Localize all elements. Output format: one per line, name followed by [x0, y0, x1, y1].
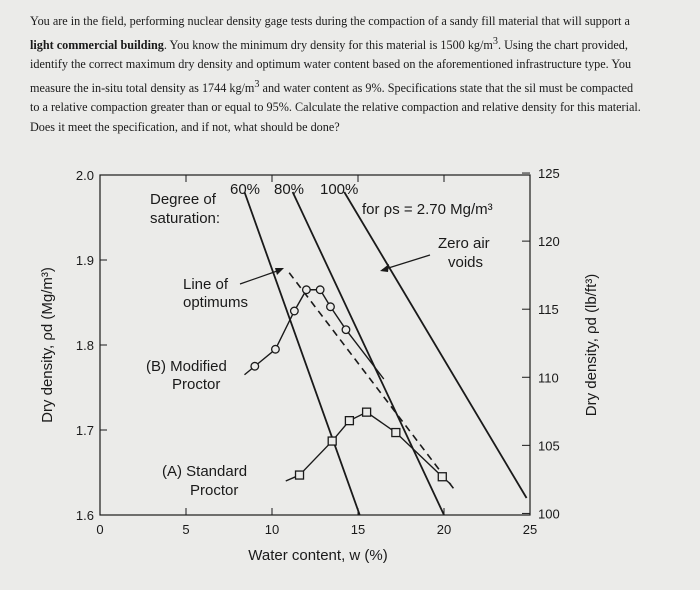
zero-air-voids-label-1: Zero air — [438, 235, 490, 252]
saturation-60-label: 60% — [230, 181, 260, 198]
standard-proctor-point — [294, 470, 305, 480]
x-tick-label: 5 — [182, 522, 189, 537]
degree-of-saturation-label-2: saturation: — [150, 210, 220, 227]
compaction-curves — [244, 272, 455, 490]
standard-proctor-point — [437, 472, 447, 482]
y-right-tick-label: 115 — [538, 302, 559, 317]
problem-text-part4: and water content as 9%. Specifications … — [259, 80, 530, 95]
y-right-tick-label: 100 — [538, 506, 560, 521]
data-markers — [250, 285, 447, 482]
y-right-tick-label: 120 — [538, 234, 560, 249]
saturation-100-label: 100% — [320, 181, 358, 198]
standard-proctor-point — [327, 436, 337, 446]
modified-proctor-label-1: (B) Modified — [146, 358, 227, 375]
standard-proctor-label-2: Proctor — [190, 482, 238, 499]
saturation-line-100 — [343, 191, 528, 499]
degree-of-saturation-label-1: Degree of — [150, 191, 217, 208]
compaction-chart-svg: 0 5 10 15 20 25 1.6 1.7 1.8 1.9 2.0 100 105 110 115 120… — [39, 166, 600, 564]
modified-proctor-point — [270, 344, 280, 354]
y-right-tick-label: 110 — [538, 370, 559, 385]
curve-extension — [345, 329, 385, 380]
x-tick-label: 10 — [265, 522, 279, 537]
problem-superscript-1: 3 — [492, 35, 498, 47]
modified-proctor-label-2: Proctor — [172, 376, 220, 393]
y-left-tick-label: 1.7 — [76, 423, 94, 438]
problem-text-part3: . Using the chart provided, identify the… — [30, 37, 632, 95]
standard-proctor-point — [361, 407, 372, 417]
saturation-line-80 — [291, 191, 445, 516]
problem-superscript-2: 3 — [254, 78, 260, 90]
x-tick-label: 0 — [96, 522, 103, 537]
standard-proctor-point — [391, 427, 401, 438]
standard-proctor-curve — [299, 411, 443, 478]
solid-density-label: for ρs = 2.70 Mg/m³ — [362, 201, 493, 218]
saturation-80-label: 80% — [274, 181, 304, 198]
compaction-chart: 0 5 10 15 20 25 1.6 1.7 1.8 1.9 2.0 100 105 110 115 120… — [0, 160, 700, 585]
y-right-tick-label: 105 — [538, 438, 560, 453]
modified-proctor-point — [326, 302, 335, 312]
problem-text-part2: . You know the minimum dry density for t… — [163, 37, 493, 52]
problem-text-part5: il must be compacted to a relative compa… — [30, 80, 641, 134]
line-of-optimums-pointer — [239, 269, 281, 285]
y-left-tick-label: 1.9 — [76, 253, 94, 268]
y-left-tick-label: 2.0 — [76, 168, 94, 183]
modified-proctor-point — [301, 285, 311, 295]
saturation-line-60 — [243, 191, 361, 516]
line-of-optimums-label-2: optimums — [183, 294, 248, 311]
axis-ticks: 0 5 10 15 20 25 1.6 1.7 1.8 1.9 2.0 100 105 110 115 120… — [76, 166, 560, 537]
modified-proctor-point — [341, 325, 351, 335]
zero-air-voids-pointer — [381, 254, 431, 271]
zero-air-voids-arrowhead — [380, 264, 389, 272]
x-tick-label: 15 — [351, 522, 365, 537]
modified-proctor-point — [315, 285, 325, 295]
standard-proctor-label-1: (A) Standard — [162, 463, 247, 480]
line-of-optimums-arrowhead — [275, 268, 284, 275]
problem-statement: You are in the field, performing nuclear… — [30, 12, 642, 137]
problem-text: You are in the field, performing nuclear… — [30, 12, 642, 137]
line-of-optimums — [288, 272, 455, 490]
y-right-tick-label: 125 — [538, 166, 560, 181]
problem-bold-phrase: light commercial building — [30, 37, 164, 52]
x-tick-label: 25 — [523, 522, 537, 537]
problem-text-part1: You are in the field, performing nuclear… — [30, 14, 630, 28]
x-tick-label: 20 — [437, 522, 451, 537]
modified-proctor-point — [289, 306, 299, 316]
line-of-optimums-label-1: Line of — [183, 276, 229, 293]
x-axis-label: Water content, w (%) — [248, 547, 387, 564]
modified-proctor-point — [250, 361, 260, 371]
modified-proctor-curve — [254, 289, 347, 367]
standard-proctor-point — [344, 415, 355, 426]
y-left-tick-label: 1.6 — [76, 508, 94, 523]
y-left-tick-label: 1.8 — [76, 338, 94, 353]
zero-air-voids-label-2: voids — [448, 254, 483, 271]
y-axis-left-label: Dry density, ρd (Mg/m³) — [39, 267, 56, 423]
saturation-lines — [243, 191, 528, 516]
y-axis-right-label: Dry density, ρd (lb/ft³) — [583, 274, 600, 416]
